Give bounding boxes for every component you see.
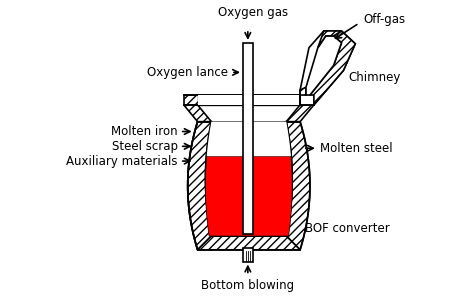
Text: Molten iron: Molten iron [111, 125, 178, 138]
Polygon shape [300, 31, 356, 105]
Polygon shape [306, 36, 341, 95]
Polygon shape [286, 105, 314, 122]
Polygon shape [184, 105, 211, 122]
Bar [198, 95, 300, 105]
Text: BOF converter: BOF converter [305, 222, 390, 235]
Bar [243, 248, 253, 262]
Polygon shape [310, 31, 356, 105]
Text: Molten steel: Molten steel [320, 142, 392, 155]
Polygon shape [300, 87, 306, 105]
Polygon shape [207, 122, 291, 156]
Polygon shape [188, 122, 211, 250]
Text: Auxiliary materials: Auxiliary materials [66, 154, 178, 168]
Text: Steel scrap: Steel scrap [112, 140, 178, 153]
Bar [184, 95, 314, 105]
Text: Oxygen gas: Oxygen gas [218, 6, 288, 19]
Polygon shape [205, 156, 292, 236]
Bar [243, 43, 253, 234]
Text: Bottom blowing: Bottom blowing [201, 279, 294, 292]
Text: Off-gas: Off-gas [363, 13, 405, 26]
Text: Oxygen lance: Oxygen lance [147, 66, 228, 79]
Polygon shape [286, 122, 310, 250]
Polygon shape [318, 31, 341, 48]
Polygon shape [198, 236, 300, 250]
Text: Chimney: Chimney [348, 71, 401, 84]
